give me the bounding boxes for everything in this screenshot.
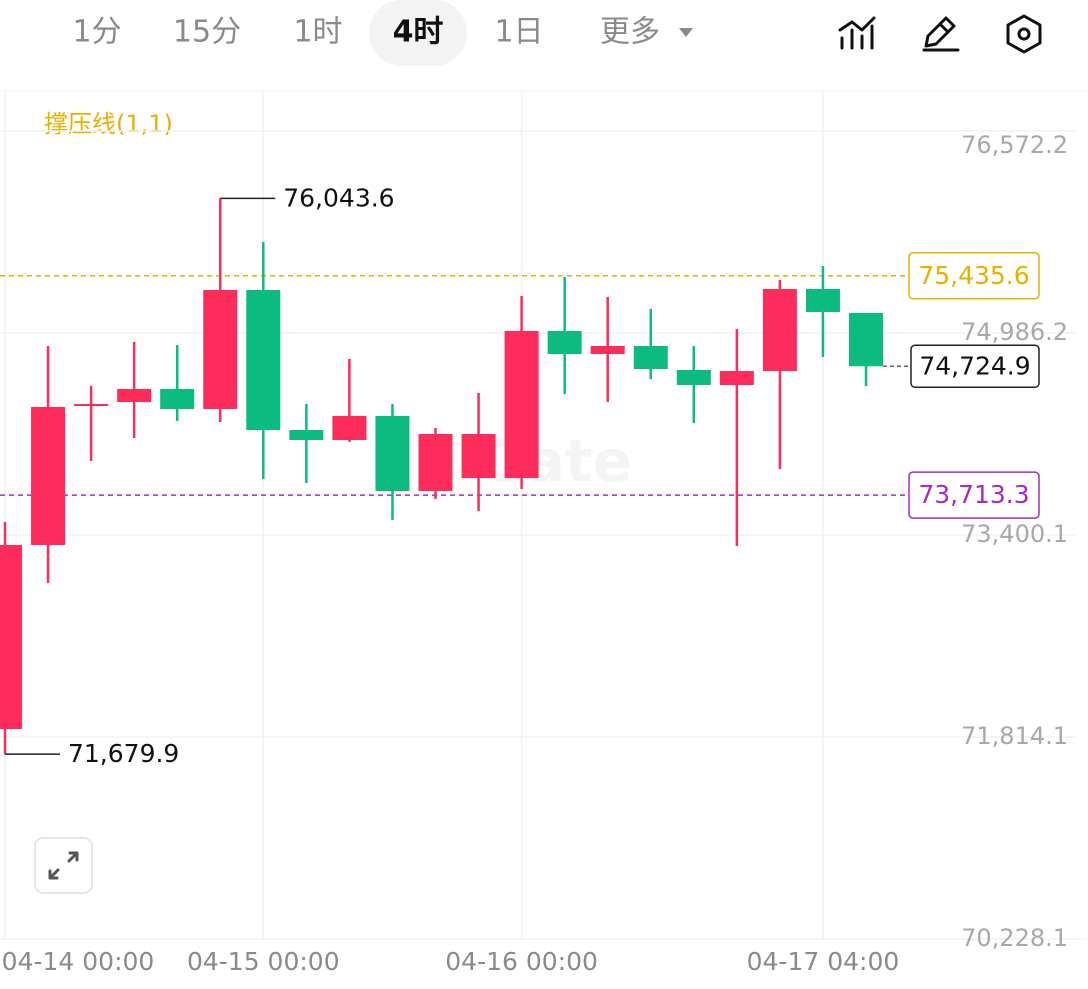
y-tick-label: 76,572.2 xyxy=(961,131,1068,159)
x-tick-label: 04-14 00:00 xyxy=(2,947,155,976)
candle-body xyxy=(719,371,754,386)
candle-body xyxy=(332,416,367,441)
candle-body xyxy=(762,289,797,372)
candle-body xyxy=(633,346,668,370)
reference-price-box xyxy=(908,471,1040,519)
candle-body xyxy=(805,289,840,313)
last-price-box xyxy=(910,344,1040,389)
fullscreen-button[interactable] xyxy=(34,837,93,894)
candle-body xyxy=(203,290,238,410)
fullscreen-icon[interactable] xyxy=(48,851,79,880)
candle-body xyxy=(590,346,625,355)
extreme-label: 76,043.6 xyxy=(283,183,394,212)
x-tick-label: 04-15 00:00 xyxy=(187,947,340,976)
candle-body xyxy=(676,370,711,386)
indicator-icon[interactable] xyxy=(838,16,876,50)
timeframe-tab[interactable]: 4时 xyxy=(393,15,444,50)
candle-body xyxy=(289,430,324,441)
indicator-label: 撑压线(1,1) xyxy=(44,110,173,138)
candle-body xyxy=(461,434,496,479)
y-tick-label: 71,814.1 xyxy=(961,722,1068,750)
candle-body xyxy=(0,545,22,730)
x-tick-label: 04-17 04:00 xyxy=(747,947,900,976)
candle-body xyxy=(31,407,66,546)
timeframe-tab[interactable]: 1日 xyxy=(494,15,543,50)
dropdown-arrow[interactable] xyxy=(679,28,693,37)
candle-body xyxy=(504,331,539,479)
candle-body xyxy=(160,389,195,410)
candle-body xyxy=(74,404,109,407)
settings-icon[interactable] xyxy=(1006,14,1042,54)
candle-body xyxy=(547,331,582,355)
draw-icon[interactable] xyxy=(922,16,960,52)
last-price-label: 74,724.9 xyxy=(919,351,1030,380)
candle-body xyxy=(849,313,883,367)
candle-body xyxy=(375,416,410,492)
timeframe-tab[interactable]: 1时 xyxy=(293,15,342,50)
watermark: Gate xyxy=(478,427,632,495)
extreme-label: 71,679.9 xyxy=(68,739,179,768)
y-tick-label: 70,228.1 xyxy=(961,924,1068,952)
candle-body xyxy=(117,389,152,403)
fullscreen-box[interactable] xyxy=(34,837,93,894)
reference-price-box xyxy=(908,252,1040,300)
toolbar: 1分 15分 1时 4时 1日 更多 xyxy=(72,0,693,66)
candle-body xyxy=(246,290,281,431)
plot-area: 70,228.1 71,814.1 73,400.1 74,986.2 76,572.2… xyxy=(0,92,1076,976)
y-tick-label: 73,400.1 xyxy=(961,520,1068,548)
chart-tools[interactable] xyxy=(838,14,1042,54)
y-tick-label: 74,986.2 xyxy=(961,318,1068,346)
x-tick-label: 04-16 00:00 xyxy=(445,947,598,976)
reference-price-label: 75,435.6 xyxy=(918,261,1029,290)
active-tab-bg[interactable] xyxy=(369,0,467,66)
candle-body xyxy=(418,434,453,492)
reference-price-label: 73,713.3 xyxy=(918,480,1029,509)
timeframe-tab[interactable]: 1分 xyxy=(72,15,121,50)
timeframe-tab[interactable]: 15分 xyxy=(173,15,241,50)
timeframe-tab[interactable]: 更多 xyxy=(600,15,660,50)
